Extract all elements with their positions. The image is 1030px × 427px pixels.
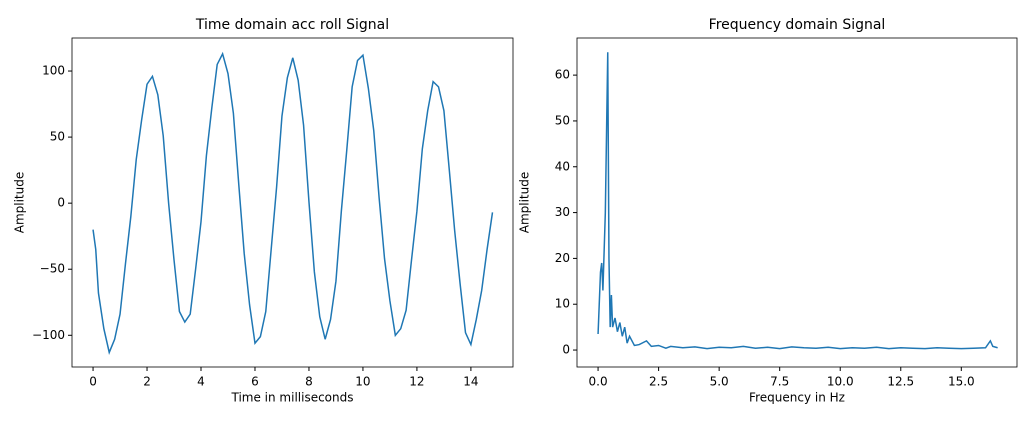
y-tick-label: 100 xyxy=(42,64,65,78)
x-tick-label: 4 xyxy=(197,375,205,389)
x-tick-label: 6 xyxy=(251,375,259,389)
y-tick-label: −50 xyxy=(40,262,65,276)
x-tick-label: 10 xyxy=(355,375,370,389)
y-tick-label: 30 xyxy=(555,205,570,219)
chart-title: Time domain acc roll Signal xyxy=(195,17,389,33)
axes-frame xyxy=(71,37,514,368)
x-tick-label: 0 xyxy=(89,375,97,389)
x-tick-label: 2 xyxy=(143,375,151,389)
y-tick-label: 50 xyxy=(555,113,570,127)
y-tick-label: 60 xyxy=(555,68,570,82)
x-axis-label: Time in milliseconds xyxy=(230,391,353,405)
x-tick-label: 5.0 xyxy=(710,375,729,389)
y-axis-label: Amplitude xyxy=(518,172,532,234)
x-tick-label: 8 xyxy=(305,375,313,389)
y-tick-label: 0 xyxy=(57,196,65,210)
chart-title: Frequency domain Signal xyxy=(709,17,886,33)
x-tick-label: 14 xyxy=(463,375,478,389)
data-line xyxy=(92,51,494,355)
x-tick-label: 2.5 xyxy=(649,375,668,389)
y-tick-label: 10 xyxy=(555,297,570,311)
x-tick-label: 15.0 xyxy=(948,375,975,389)
x-tick-label: 12 xyxy=(409,375,424,389)
axes-frame xyxy=(576,37,1018,368)
x-tick-label: 7.5 xyxy=(770,375,789,389)
y-tick-label: 50 xyxy=(50,130,65,144)
y-tick-label: −100 xyxy=(32,328,65,342)
x-tick-label: 10.0 xyxy=(827,375,854,389)
y-tick-label: 40 xyxy=(555,159,570,173)
x-tick-label: 12.5 xyxy=(887,375,914,389)
y-axis-label: Amplitude xyxy=(13,172,27,234)
y-tick-label: 0 xyxy=(562,343,570,357)
x-tick-label: 0.0 xyxy=(589,375,608,389)
x-axis-label: Frequency in Hz xyxy=(749,391,845,405)
y-tick-label: 20 xyxy=(555,251,570,265)
data-line xyxy=(597,52,998,350)
